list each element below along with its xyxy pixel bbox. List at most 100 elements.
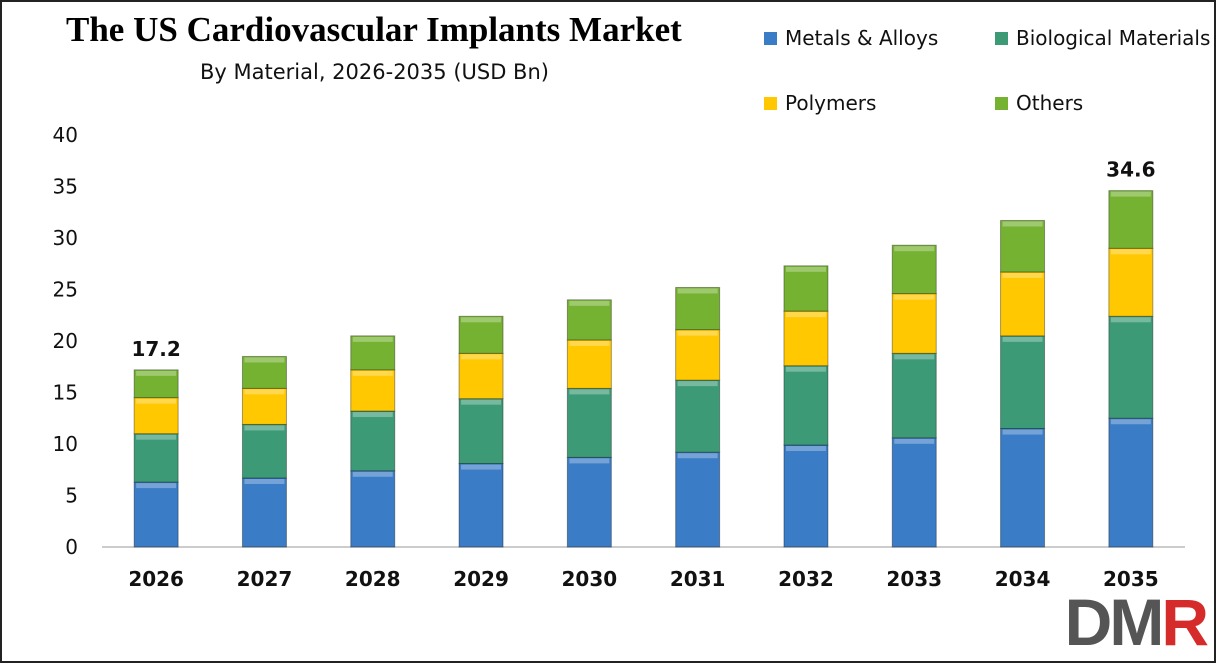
bar-bevel [1002,272,1043,278]
legend-label: Biological Materials [1016,26,1211,50]
bar-bevel [569,458,610,464]
x-tick-label: 2032 [778,567,834,591]
bar-segment [133,433,179,483]
bar-bevel [136,370,177,376]
bar-bevel [461,317,502,323]
x-tick-label: 2027 [237,567,293,591]
x-tick-label: 2034 [995,567,1051,591]
legend-swatch [995,96,1008,110]
x-tick-label: 2035 [1103,567,1159,591]
bar-segment [458,398,504,465]
bar-segment [350,335,396,371]
bar-bevel [244,389,285,395]
bar-bevel [244,425,285,431]
legend-item-biological: Biological Materials [995,26,1210,50]
x-tick-label: 2033 [886,567,942,591]
legend-swatch [995,31,1008,45]
legend-swatch [764,31,777,45]
y-tick-label: 25 [53,278,78,302]
legend-item-metals: Metals & Alloys [764,26,938,50]
bar-segment [1000,428,1046,548]
bar-segment [675,451,721,548]
bar-segment [891,244,937,295]
bar-bevel [677,288,718,294]
bar-segment [1108,315,1154,419]
bar-bevel [136,483,177,489]
bar-segment [1108,247,1154,317]
chart-subtitle: By Material, 2026-2035 (USD Bn) [200,60,549,84]
bar-segment [350,369,396,412]
bar-segment [783,365,829,446]
bar-bevel [1002,429,1043,435]
data-label: 17.2 [131,337,180,361]
bar-segment [350,470,396,548]
bar-bevel [894,354,935,360]
bar-bevel [352,370,393,376]
bar-bevel [1110,419,1151,425]
bar-segment [133,369,179,399]
bar-segment [458,463,504,548]
bar-bevel [677,453,718,459]
bar-bevel [1002,336,1043,342]
y-tick-label: 40 [53,123,78,147]
bar-bevel [136,434,177,440]
bar-segment [1000,335,1046,430]
bar-bevel [352,336,393,342]
bar-bevel [677,330,718,336]
bar-bevel [894,438,935,444]
bar-segment [566,339,612,389]
legend-label: Polymers [785,91,877,115]
bar-bevel [894,294,935,300]
y-tick-label: 15 [53,381,78,405]
x-tick-label: 2029 [453,567,509,591]
bar-segment [675,329,721,381]
data-label: 34.6 [1106,158,1155,182]
bar-segment [1000,271,1046,337]
bar-segment [133,397,179,435]
bar-segment [891,293,937,354]
bar-bevel [352,471,393,477]
bar-segment [1108,190,1154,249]
y-tick-label: 30 [53,226,78,250]
legend-label: Others [1016,91,1084,115]
bar-segment [783,265,829,312]
bar-bevel [569,300,610,306]
bar-segment [891,352,937,439]
bar-segment [566,387,612,458]
bar-segment [241,477,287,548]
bar-bevel [894,246,935,252]
bar-bevel [136,398,177,404]
bar-bevel [1110,317,1151,323]
bar-segment [241,423,287,479]
bar-segment [458,315,504,354]
bar-bevel [244,478,285,484]
y-tick-label: 0 [65,535,78,559]
x-tick-label: 2031 [670,567,726,591]
legend-label: Metals & Alloys [785,26,939,50]
bar-segment [458,352,504,400]
bar-segment [675,286,721,331]
bar-bevel [785,446,826,452]
dmr-logo: DMR [1064,585,1209,659]
bar-segment [783,310,829,367]
x-tick-label: 2028 [345,567,401,591]
bar-segment [241,387,287,425]
bar-bevel [461,464,502,470]
bar-bevel [569,389,610,395]
bar-bevel [461,399,502,405]
legend-swatch [764,96,777,110]
x-tick-label: 2026 [128,567,184,591]
bar-bevel [1110,191,1151,197]
bar-bevel [785,266,826,272]
bar-bevel [1110,249,1151,255]
bar-segment [783,444,829,548]
bar-segment [1108,417,1154,548]
bar-bevel [569,340,610,346]
bar-segment [891,437,937,548]
bar-bevel [244,357,285,363]
x-tick-label: 2030 [562,567,618,591]
bar-bevel [677,381,718,387]
bar-segment [133,481,179,548]
bar-bevel [785,312,826,318]
